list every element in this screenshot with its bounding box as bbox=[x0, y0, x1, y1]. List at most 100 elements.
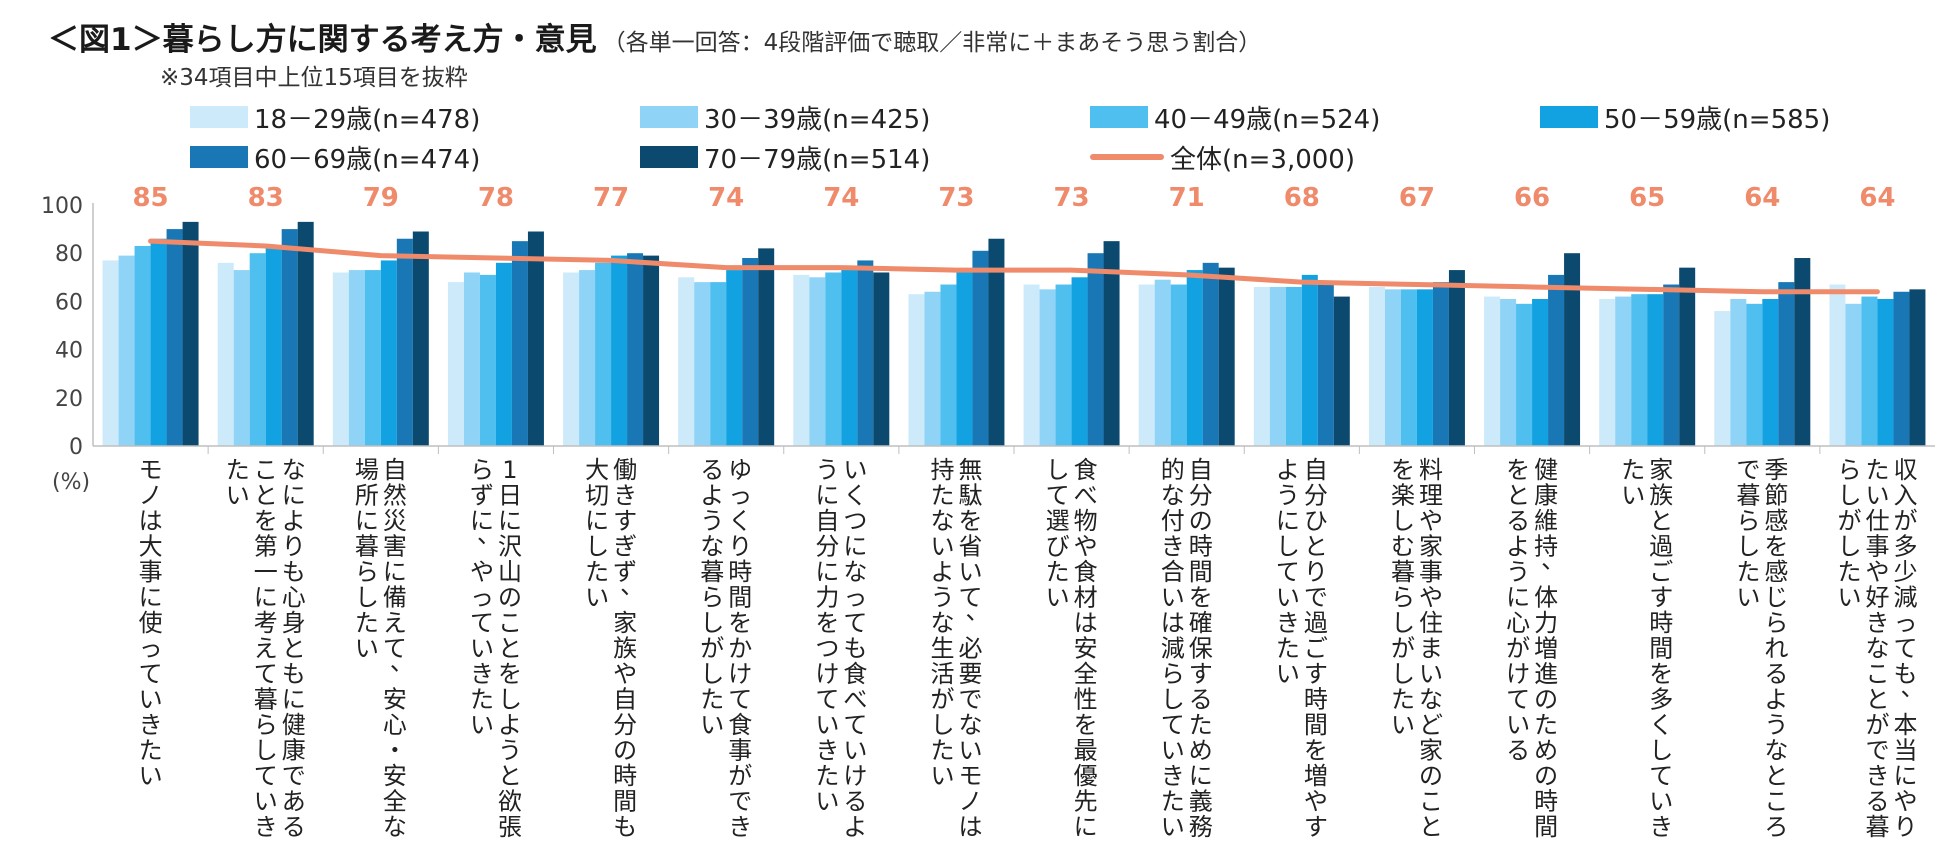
category-label-char: 力 bbox=[815, 584, 839, 612]
category-label-char: で bbox=[728, 788, 752, 816]
category-label-char: け bbox=[1506, 660, 1530, 688]
data-label: 79 bbox=[363, 183, 399, 213]
category-label-char: な bbox=[843, 558, 867, 586]
category-label-char: に bbox=[815, 482, 839, 510]
bar bbox=[988, 238, 1005, 446]
category-label-char: 好 bbox=[1865, 584, 1889, 612]
category-label-char: こ bbox=[254, 456, 278, 484]
category-label-char: い bbox=[930, 533, 954, 561]
category-label-char: た bbox=[1736, 558, 1760, 586]
category-label-char: に bbox=[355, 507, 379, 535]
category-label-char: と bbox=[1506, 482, 1530, 510]
category-label-char: り bbox=[728, 533, 752, 561]
legend-swatch bbox=[190, 106, 248, 128]
category-label-char: が bbox=[1893, 507, 1917, 535]
category-label-char: く bbox=[1649, 711, 1673, 739]
category-label-char: 自 bbox=[1189, 456, 1213, 484]
category-label-char: い bbox=[470, 711, 494, 739]
category-label-char: の bbox=[1534, 686, 1558, 714]
category-label-char: に bbox=[383, 558, 407, 586]
category-label-char: 義 bbox=[1189, 788, 1213, 816]
category-label-char: 切 bbox=[585, 482, 609, 510]
category-label-char: て bbox=[843, 609, 867, 637]
category-label-char: 安 bbox=[1074, 635, 1098, 663]
category-label-char: が bbox=[728, 762, 752, 790]
legend-swatch bbox=[1090, 106, 1148, 128]
category-label-char: 生 bbox=[930, 635, 954, 663]
category-label-char: 感 bbox=[1764, 507, 1788, 535]
category-label-char: も bbox=[282, 558, 306, 586]
category-label-char: い bbox=[139, 686, 163, 714]
category-label-char: 無 bbox=[958, 456, 982, 484]
category-label-char: す bbox=[613, 507, 637, 535]
bar bbox=[940, 284, 957, 446]
bar bbox=[182, 221, 199, 446]
category-label-char: 自 bbox=[815, 507, 839, 535]
category-label-char: ノ bbox=[958, 788, 982, 816]
category-label-char: は bbox=[958, 813, 982, 841]
category-label-char: い bbox=[700, 711, 724, 739]
category-label-char: 事 bbox=[1419, 558, 1443, 586]
category-label-char: 欲 bbox=[498, 788, 522, 816]
category-label-char: を bbox=[1506, 456, 1530, 484]
category-label-char: う bbox=[930, 584, 954, 612]
category-label-char: 害 bbox=[383, 533, 407, 561]
category-label-char: を bbox=[1764, 533, 1788, 561]
category-label-char: い bbox=[1161, 737, 1185, 765]
bar bbox=[1516, 303, 1533, 446]
bar bbox=[1663, 284, 1680, 446]
category-label-char: 持 bbox=[930, 456, 954, 484]
category-label-char: を bbox=[728, 609, 752, 637]
bar bbox=[1730, 298, 1747, 446]
data-label: 64 bbox=[1744, 183, 1780, 213]
category-label-char: い bbox=[958, 558, 982, 586]
y-unit-label: (%) bbox=[52, 470, 91, 495]
category-label-char: 全 bbox=[1074, 660, 1098, 688]
y-tick-label: 20 bbox=[55, 387, 83, 412]
category-label-char: つ bbox=[843, 507, 867, 535]
category-label-char: と bbox=[1419, 813, 1443, 841]
legend-swatch bbox=[190, 146, 248, 168]
category-label-char: 時 bbox=[1304, 686, 1328, 714]
category-label-char: け bbox=[843, 762, 867, 790]
category-label-char: 食 bbox=[1074, 558, 1098, 586]
total-line bbox=[148, 238, 1880, 295]
category-label-char: き bbox=[254, 813, 278, 841]
bar bbox=[281, 229, 298, 446]
bar bbox=[758, 248, 775, 446]
category-label-char: な bbox=[930, 507, 954, 535]
category-label-char: き bbox=[1161, 762, 1185, 790]
category-label-char: 食 bbox=[1074, 456, 1098, 484]
category-label-char: 理 bbox=[1419, 482, 1443, 510]
category-label-char: よ bbox=[843, 813, 867, 841]
category-label-char: た bbox=[139, 737, 163, 765]
category-label-char: ら bbox=[1764, 609, 1788, 637]
legend-label: 18－29歳(n=478) bbox=[254, 104, 481, 135]
bar bbox=[1071, 277, 1088, 446]
category-label-char: 備 bbox=[383, 584, 407, 612]
bar bbox=[678, 277, 695, 446]
category-label-char: て bbox=[1276, 558, 1300, 586]
category-label-char: を bbox=[815, 609, 839, 637]
category-label-char: り bbox=[282, 533, 306, 561]
category-label-char: こ bbox=[498, 609, 522, 637]
bar bbox=[924, 291, 941, 446]
category-label-char: う bbox=[815, 456, 839, 484]
category-label-char: 日 bbox=[498, 482, 522, 510]
category-label-char: り bbox=[1893, 813, 1917, 841]
data-label: 71 bbox=[1169, 183, 1205, 213]
category-label-char: 分 bbox=[613, 711, 637, 739]
category-label-char: い bbox=[1837, 584, 1861, 612]
category-label-char: き bbox=[613, 482, 637, 510]
y-tick-label: 80 bbox=[55, 242, 83, 267]
category-label-char: て bbox=[843, 711, 867, 739]
category-label-char: え bbox=[254, 635, 278, 663]
category-label-char: ず bbox=[470, 482, 494, 510]
bar bbox=[1448, 270, 1465, 446]
bar bbox=[1218, 267, 1235, 446]
category-label-char: て bbox=[815, 686, 839, 714]
category-label-char: し bbox=[1649, 737, 1673, 765]
bar bbox=[1861, 296, 1878, 446]
category-label-char: た bbox=[1837, 558, 1861, 586]
